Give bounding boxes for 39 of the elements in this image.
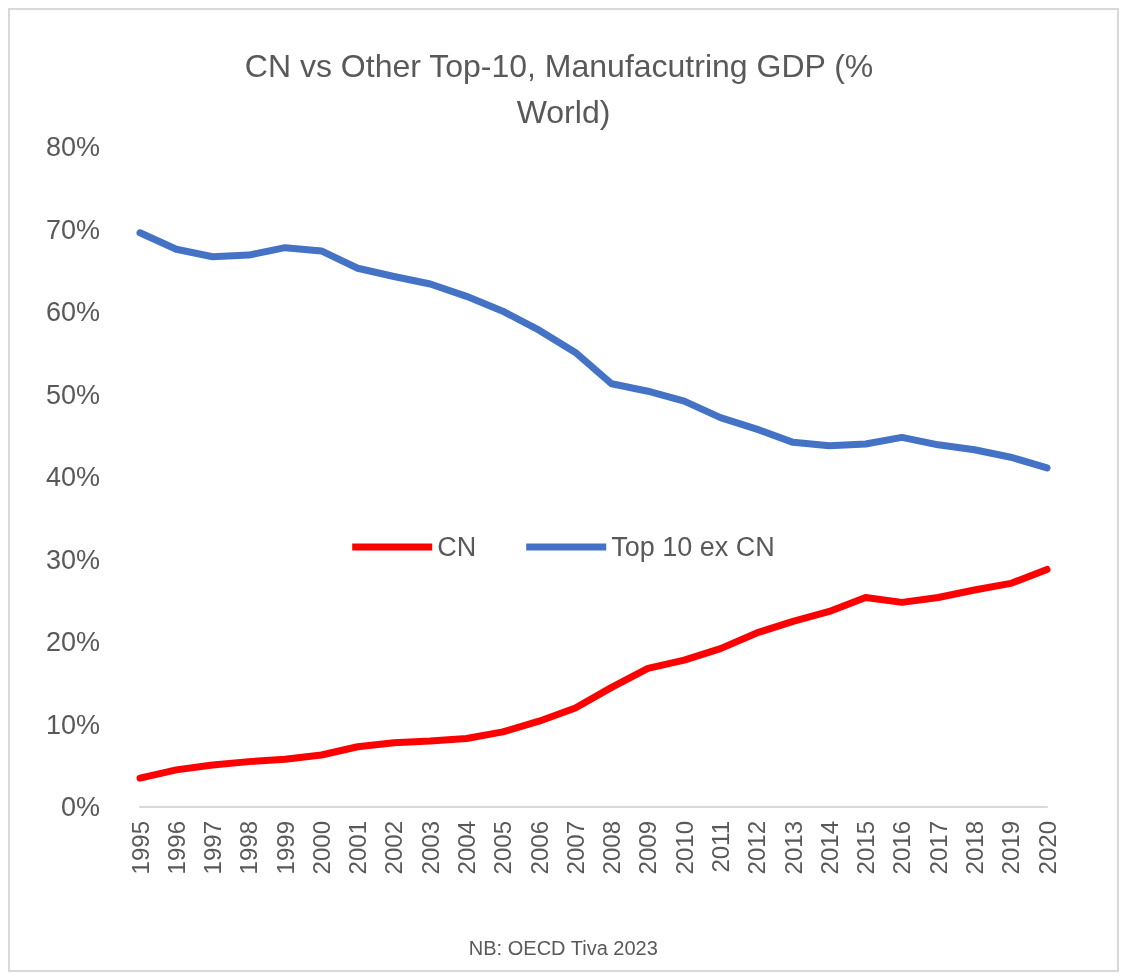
x-tick-label: 2011: [706, 821, 734, 873]
x-tick-label: 1995: [126, 821, 154, 875]
y-tick-label: 70%: [45, 214, 100, 245]
x-tick-label: 2004: [453, 821, 481, 875]
x-tick-label: 2000: [307, 821, 335, 875]
x-tick-label: 2009: [634, 821, 662, 875]
y-tick-label: 20%: [45, 627, 100, 657]
x-tick-label: 1998: [235, 821, 263, 875]
x-tick-label: 2019: [997, 821, 1025, 875]
x-tick-label: 2003: [416, 821, 444, 875]
x-tick-label: 2014: [815, 821, 843, 875]
y-tick-label: 80%: [45, 132, 100, 162]
x-tick-label: 2015: [852, 821, 880, 875]
chart-title: CN vs Other Top-10, Manufacutring GDP (% World): [244, 48, 883, 130]
y-tick-label: 60%: [45, 297, 100, 327]
y-tick-label: 50%: [45, 379, 100, 410]
legend-label: Top 10 ex CN: [611, 531, 775, 562]
x-tick-label: 2020: [1033, 821, 1061, 875]
x-tick-label: 2012: [743, 821, 771, 875]
x-tick-label: 1997: [199, 821, 227, 875]
y-tick-label: 30%: [45, 544, 100, 575]
y-tick-label: 10%: [45, 709, 100, 740]
x-tick-label: 2018: [960, 821, 988, 875]
x-tick-label: 2010: [670, 821, 698, 875]
legend-label: CN: [437, 531, 477, 562]
y-tick-label: 40%: [45, 462, 100, 492]
x-tick-label: 2007: [561, 821, 589, 875]
text: NB: OECD Tiva 2023: [468, 937, 658, 959]
x-tick-label: 2016: [888, 821, 916, 875]
x-tick-label: 2017: [924, 821, 952, 875]
x-tick-label: 1996: [162, 821, 190, 875]
x-tick-label: 2013: [779, 821, 807, 875]
x-tick-label: 2002: [380, 821, 408, 875]
x-tick-label: 2008: [598, 821, 626, 875]
x-tick-label: 1999: [271, 821, 299, 875]
x-tick-label: 2005: [489, 821, 517, 875]
x-tick-label: 2001: [344, 821, 372, 875]
y-tick-label: 0%: [60, 792, 100, 822]
x-tick-label: 2006: [525, 821, 553, 875]
